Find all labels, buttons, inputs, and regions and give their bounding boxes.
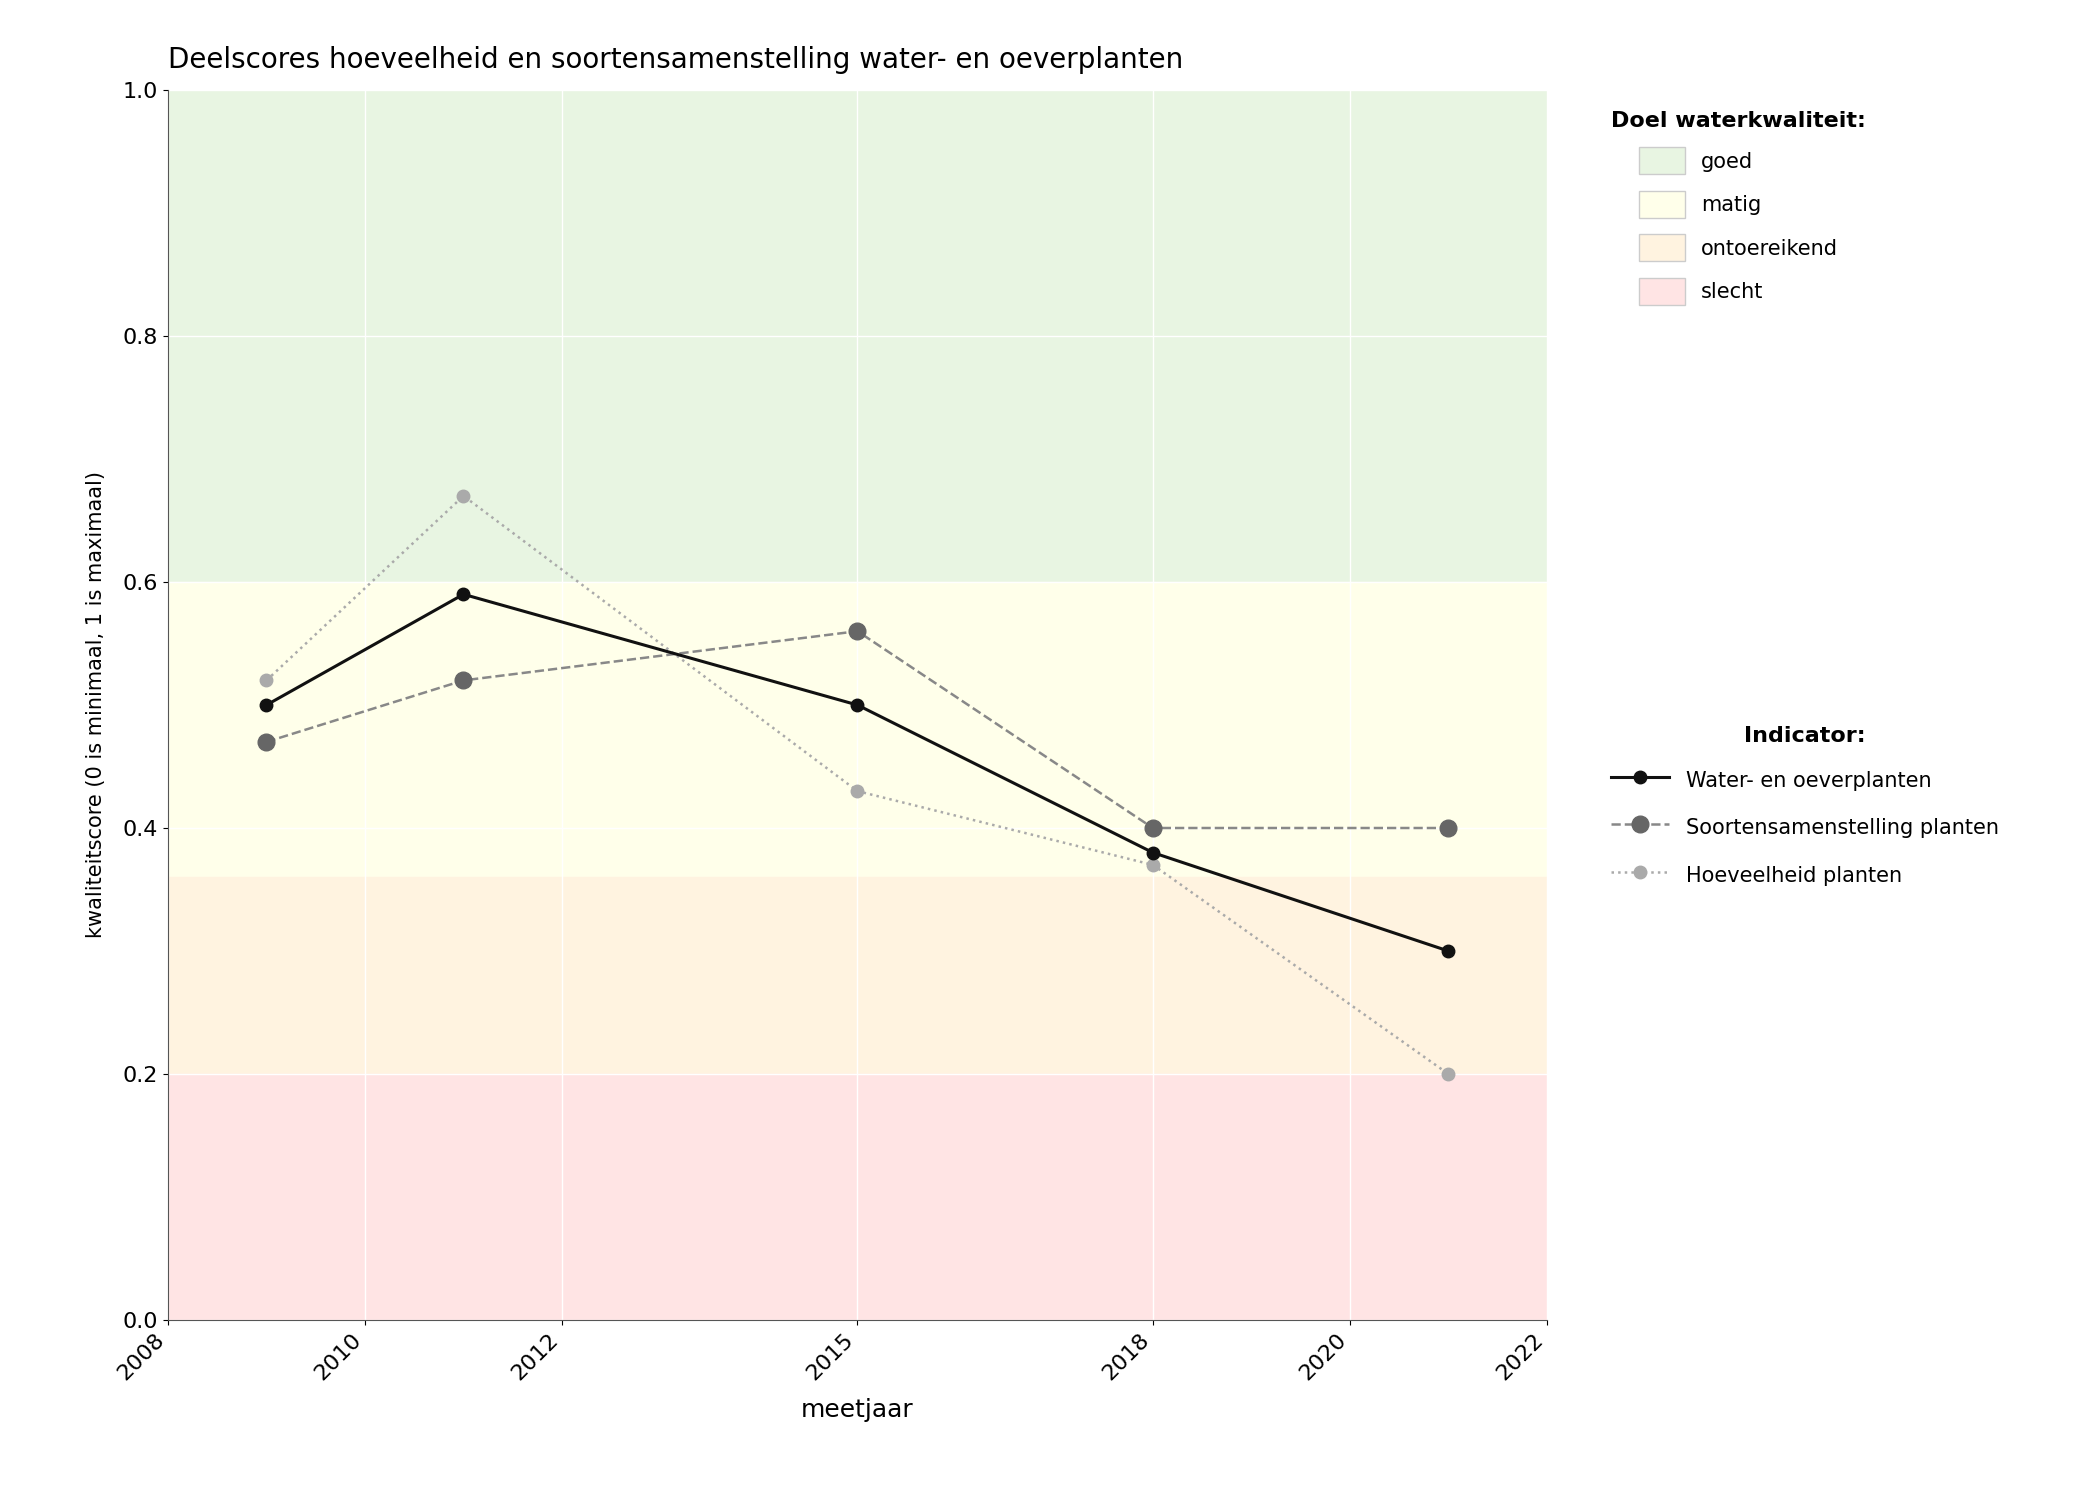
Soortensamenstelling planten <box>1140 819 1166 837</box>
Water- en oeverplanten <box>254 696 279 714</box>
Bar <box>168 1074 1548 1320</box>
Bar <box>168 878 1548 1074</box>
Water- en oeverplanten <box>844 696 869 714</box>
Water- en oeverplanten <box>1436 942 1462 960</box>
Water- en oeverplanten <box>1140 843 1166 861</box>
Line: Water- en oeverplanten: Water- en oeverplanten <box>260 588 1455 957</box>
Soortensamenstelling planten <box>1436 819 1462 837</box>
Hoeveelheid planten <box>1436 1065 1462 1083</box>
Soortensamenstelling planten <box>254 734 279 752</box>
Bar <box>168 582 1548 878</box>
Hoeveelheid planten <box>254 672 279 690</box>
Line: Soortensamenstelling planten: Soortensamenstelling planten <box>258 622 1457 837</box>
Soortensamenstelling planten <box>844 622 869 640</box>
Hoeveelheid planten <box>452 488 477 506</box>
X-axis label: meetjaar: meetjaar <box>800 1398 914 1422</box>
Y-axis label: kwaliteitscore (0 is minimaal, 1 is maximaal): kwaliteitscore (0 is minimaal, 1 is maxi… <box>86 471 107 939</box>
Soortensamenstelling planten <box>452 672 477 690</box>
Text: Deelscores hoeveelheid en soortensamenstelling water- en oeverplanten: Deelscores hoeveelheid en soortensamenst… <box>168 46 1182 74</box>
Hoeveelheid planten <box>844 782 869 800</box>
Legend: Water- en oeverplanten, Soortensamenstelling planten, Hoeveelheid planten: Water- en oeverplanten, Soortensamenstel… <box>1600 716 2010 898</box>
Water- en oeverplanten <box>452 585 477 603</box>
Hoeveelheid planten <box>1140 856 1166 874</box>
Line: Hoeveelheid planten: Hoeveelheid planten <box>260 489 1455 1080</box>
Bar <box>168 90 1548 582</box>
